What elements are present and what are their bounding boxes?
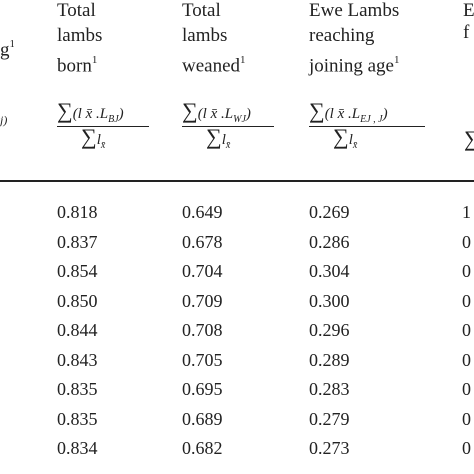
formula-subscript: EJ , J <box>360 114 383 125</box>
table-cell: 0.304 <box>309 261 350 281</box>
table-cell: 0.300 <box>309 290 350 311</box>
table-cell: 0.835 <box>57 408 98 429</box>
partial-left-formula: j) <box>0 113 7 128</box>
column-header-footnote: 1 <box>91 54 98 66</box>
partial-right-formula-text: ∑ <box>464 126 474 151</box>
formula-numerator: ∑(l x̄ .LBJ) <box>57 98 124 125</box>
column-header-line: Total <box>182 0 246 25</box>
table-cell: 0.843 <box>57 349 98 370</box>
table-cell: 0.286 <box>309 231 350 252</box>
column-header-1: Total lambs born1 <box>57 0 102 77</box>
column-header-line: joining age1 <box>309 50 400 77</box>
partial-right-header-line-2: f <box>463 22 470 43</box>
fraction-bar <box>309 126 425 127</box>
table-cell: 0.283 <box>309 379 350 399</box>
column-header-text: born <box>57 55 92 77</box>
table-cell: 0.704 <box>182 261 223 281</box>
fraction-bar <box>57 126 149 127</box>
partial-right-header: E f <box>463 0 474 44</box>
partial-left-formula-text: j) <box>0 113 8 127</box>
column-header-line: lambs <box>57 25 102 50</box>
formula-numerator-term: (l x̄ .L <box>197 106 234 122</box>
formula-denominator-term: l <box>221 132 226 148</box>
partial-left-header-sup: 1 <box>9 38 15 50</box>
partial-right-formula: ∑ <box>464 126 474 152</box>
column-header-text: lambs <box>182 25 228 46</box>
column-header-text: weaned <box>182 55 241 77</box>
formula-subscript: BJ <box>108 114 119 125</box>
formula-numerator: ∑(l x̄ .LEJ , J) <box>309 98 388 125</box>
column-header-2: Total lambs weaned1 <box>182 0 246 77</box>
table-cell-partial: 0 <box>462 438 471 458</box>
table-cell-partial: 0 <box>462 408 471 429</box>
table-cell: 0.682 <box>182 438 223 458</box>
table-cell: 0.695 <box>182 379 223 399</box>
column-header-text: Total <box>57 0 96 21</box>
partial-left-header: g1 <box>0 34 14 61</box>
table-cell: 0.689 <box>182 408 223 429</box>
column-header-footnote: 1 <box>240 54 246 66</box>
column-header-3: Ewe Lambs reaching joining age1 <box>309 0 400 77</box>
sum-symbol: ∑ <box>309 98 325 123</box>
table-cell: 0.289 <box>309 349 350 370</box>
table-cell-partial: 0 <box>462 379 471 399</box>
table-cell: 0.279 <box>309 408 350 429</box>
table-cell: 0.850 <box>57 290 98 311</box>
sum-symbol: ∑ <box>333 124 349 149</box>
partial-right-header-line-1: E <box>463 0 474 21</box>
table-cell: 0.835 <box>57 379 98 399</box>
formula-denominator: ∑lx̄ <box>333 124 357 151</box>
column-header-line: lambs <box>182 25 246 50</box>
formula-denominator: ∑lx̄ <box>81 124 105 151</box>
formula-subscript: x̄ <box>225 140 231 151</box>
formula-numerator-term: (l x̄ .L <box>72 106 109 122</box>
table-cell: 0.837 <box>57 231 98 252</box>
formula-denominator: ∑lx̄ <box>206 124 230 151</box>
table-cell: 0.296 <box>309 320 350 340</box>
column-header-line: reaching <box>309 25 399 50</box>
table-cell: 0.844 <box>57 320 98 340</box>
formula-numerator: ∑(l x̄ .LWJ) <box>182 98 251 125</box>
column-header-line: Total <box>57 0 102 25</box>
table-cell-partial: 0 <box>462 320 471 340</box>
formula-numerator-term: (l x̄ .L <box>324 106 361 122</box>
table-cell-partial: 0 <box>462 349 471 370</box>
column-header-text: Total <box>182 0 221 21</box>
table-cell-partial: 0 <box>462 261 471 281</box>
sum-symbol: ∑ <box>182 98 198 123</box>
sum-symbol: ∑ <box>57 98 73 123</box>
table-cell: 0.273 <box>309 438 350 458</box>
table-cell: 0.705 <box>182 349 223 370</box>
formula-subscript: x̄ <box>100 140 106 151</box>
column-header-line: born1 <box>57 50 102 77</box>
table-cell: 0.708 <box>182 320 223 340</box>
fraction-bar <box>182 126 274 127</box>
sum-symbol: ∑ <box>206 124 222 149</box>
table-cell: 0.678 <box>182 231 223 252</box>
table-cell: 0.709 <box>182 290 223 311</box>
table-cell: 0.649 <box>182 202 223 222</box>
table-cell: 0.854 <box>57 261 98 281</box>
table-cell-partial: 0 <box>462 231 471 252</box>
column-header-text: lambs <box>57 25 103 46</box>
table-cell-partial: 1 <box>462 202 471 222</box>
column-header-text: Ewe Lambs <box>309 0 400 21</box>
header-rule <box>0 180 474 182</box>
column-header-text: reaching <box>309 25 375 46</box>
table-cell: 0.818 <box>57 202 98 222</box>
column-header-line: Ewe Lambs <box>309 0 399 25</box>
table-cell: 0.269 <box>309 202 350 222</box>
column-header-text: joining age <box>309 55 394 77</box>
column-header-footnote: 1 <box>393 54 400 66</box>
formula-denominator-term: l <box>348 132 353 148</box>
partial-left-header-text: g <box>0 39 10 61</box>
column-header-line: weaned1 <box>182 50 246 77</box>
formula-subscript: WJ <box>233 114 246 125</box>
table-cell: 0.834 <box>57 438 98 458</box>
formula-denominator-term: l <box>96 132 101 148</box>
sum-symbol: ∑ <box>81 124 97 149</box>
table-cell-partial: 0 <box>462 290 471 311</box>
formula-subscript: x̄ <box>352 140 358 151</box>
